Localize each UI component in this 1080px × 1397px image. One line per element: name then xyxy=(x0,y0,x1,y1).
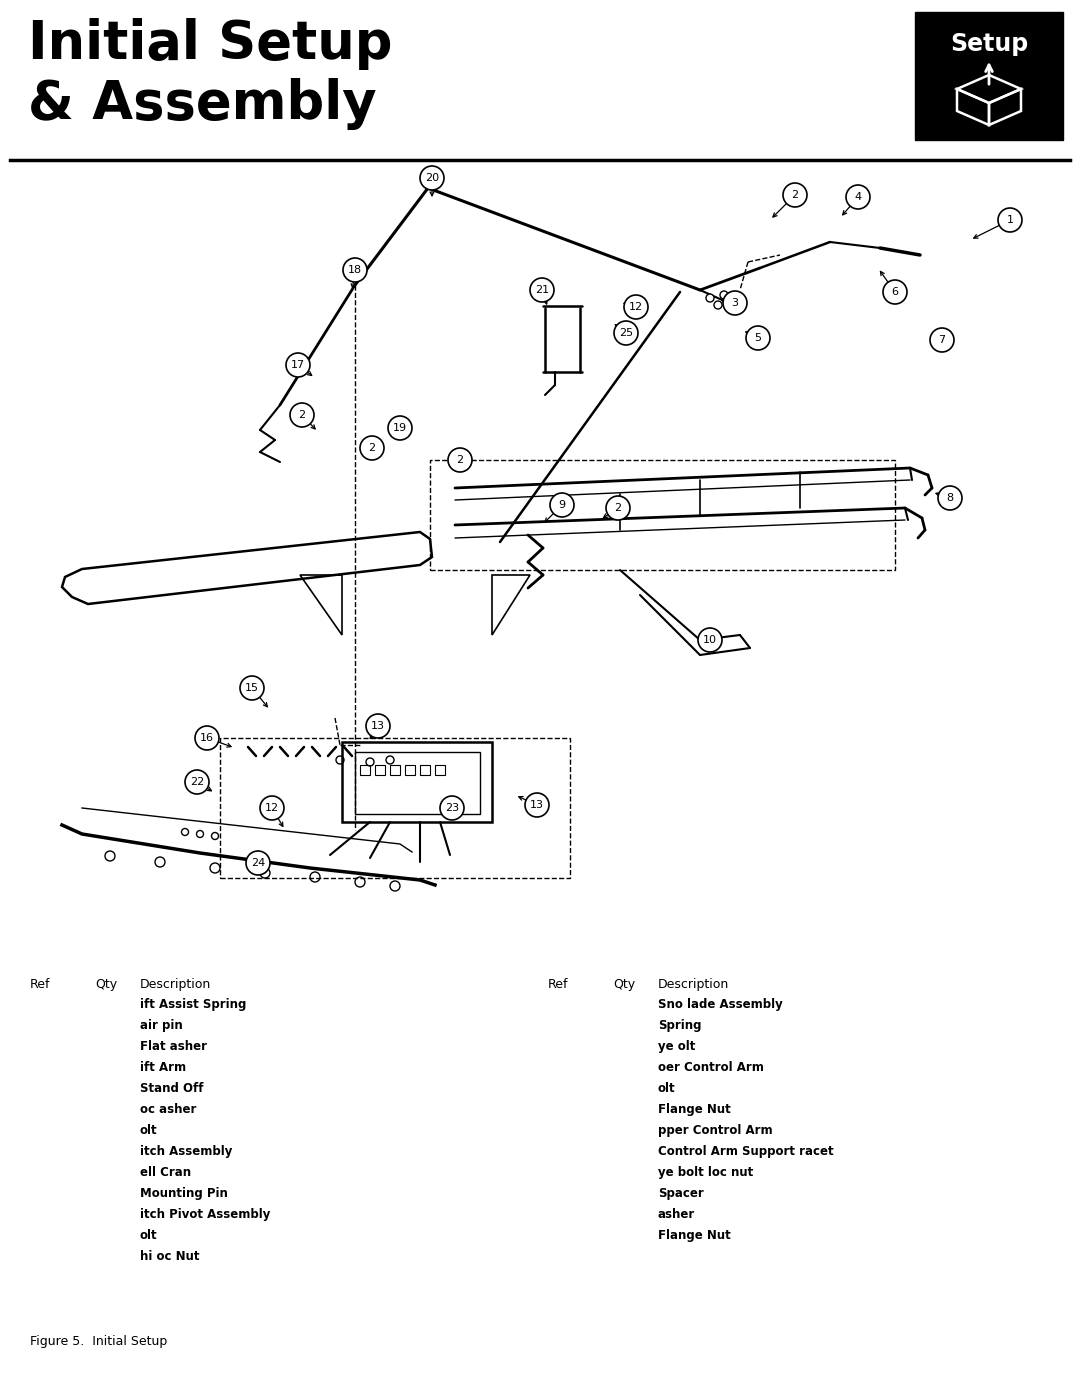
Text: 8: 8 xyxy=(946,493,954,503)
Circle shape xyxy=(624,295,648,319)
Circle shape xyxy=(260,796,284,820)
Circle shape xyxy=(286,353,310,377)
Circle shape xyxy=(706,293,714,302)
Circle shape xyxy=(615,321,638,345)
Text: 13: 13 xyxy=(530,800,544,810)
Text: 13: 13 xyxy=(372,721,384,731)
Text: 10: 10 xyxy=(703,636,717,645)
Circle shape xyxy=(606,496,630,520)
Text: 22: 22 xyxy=(190,777,204,787)
Circle shape xyxy=(388,416,411,440)
Circle shape xyxy=(930,328,954,352)
Text: olt: olt xyxy=(658,1083,676,1095)
Text: Flange Nut: Flange Nut xyxy=(658,1104,731,1116)
Text: 2: 2 xyxy=(298,409,306,420)
Text: Sno lade Assembly: Sno lade Assembly xyxy=(658,997,783,1011)
Text: 25: 25 xyxy=(619,328,633,338)
Circle shape xyxy=(185,770,210,793)
Text: 2: 2 xyxy=(792,190,798,200)
Circle shape xyxy=(746,326,770,351)
Text: Flange Nut: Flange Nut xyxy=(658,1229,731,1242)
Text: 23: 23 xyxy=(445,803,459,813)
Circle shape xyxy=(883,279,907,305)
Text: 15: 15 xyxy=(245,683,259,693)
Text: Qty: Qty xyxy=(95,978,117,990)
Circle shape xyxy=(998,208,1022,232)
Text: olt: olt xyxy=(140,1229,158,1242)
Circle shape xyxy=(550,493,573,517)
Text: & Assembly: & Assembly xyxy=(28,78,377,130)
Text: 16: 16 xyxy=(200,733,214,743)
Text: Initial Setup: Initial Setup xyxy=(28,18,392,70)
Text: 6: 6 xyxy=(891,286,899,298)
Circle shape xyxy=(343,258,367,282)
Circle shape xyxy=(240,676,264,700)
Text: Ref: Ref xyxy=(30,978,51,990)
Circle shape xyxy=(448,448,472,472)
Circle shape xyxy=(420,166,444,190)
Text: itch Pivot Assembly: itch Pivot Assembly xyxy=(140,1208,270,1221)
Circle shape xyxy=(440,796,464,820)
Text: 3: 3 xyxy=(731,298,739,307)
FancyBboxPatch shape xyxy=(915,13,1063,140)
Circle shape xyxy=(714,300,723,309)
Text: Stand Off: Stand Off xyxy=(140,1083,203,1095)
Circle shape xyxy=(360,436,384,460)
Text: olt: olt xyxy=(140,1125,158,1137)
Circle shape xyxy=(195,726,219,750)
Text: Description: Description xyxy=(658,978,729,990)
Text: hi oc Nut: hi oc Nut xyxy=(140,1250,200,1263)
Text: oer Control Arm: oer Control Arm xyxy=(658,1060,764,1074)
Text: air pin: air pin xyxy=(140,1018,183,1032)
Text: 12: 12 xyxy=(629,302,643,312)
Text: Control Arm Support racet: Control Arm Support racet xyxy=(658,1146,834,1158)
Text: 7: 7 xyxy=(939,335,946,345)
Text: 24: 24 xyxy=(251,858,265,868)
Text: Spring: Spring xyxy=(658,1018,702,1032)
Text: ift Assist Spring: ift Assist Spring xyxy=(140,997,246,1011)
Text: 21: 21 xyxy=(535,285,549,295)
Text: 2: 2 xyxy=(457,455,463,465)
Text: 2: 2 xyxy=(615,503,622,513)
Text: oc asher: oc asher xyxy=(140,1104,197,1116)
Text: 17: 17 xyxy=(291,360,305,370)
Text: Qty: Qty xyxy=(613,978,635,990)
Text: 9: 9 xyxy=(558,500,566,510)
Text: 5: 5 xyxy=(755,332,761,344)
Circle shape xyxy=(291,402,314,427)
Text: Ref: Ref xyxy=(548,978,568,990)
Circle shape xyxy=(720,291,728,299)
Circle shape xyxy=(723,291,747,314)
Text: Flat asher: Flat asher xyxy=(140,1039,207,1053)
Circle shape xyxy=(525,793,549,817)
Text: ift Arm: ift Arm xyxy=(140,1060,186,1074)
Text: Figure 5.  Initial Setup: Figure 5. Initial Setup xyxy=(30,1336,167,1348)
Text: 19: 19 xyxy=(393,423,407,433)
Text: asher: asher xyxy=(658,1208,696,1221)
Circle shape xyxy=(783,183,807,207)
Text: Setup: Setup xyxy=(950,32,1028,56)
Text: 18: 18 xyxy=(348,265,362,275)
Circle shape xyxy=(246,851,270,875)
Text: ell Cran: ell Cran xyxy=(140,1166,191,1179)
Circle shape xyxy=(846,184,870,210)
Text: Mounting Pin: Mounting Pin xyxy=(140,1187,228,1200)
Text: ye olt: ye olt xyxy=(658,1039,696,1053)
Text: 4: 4 xyxy=(854,191,862,203)
Text: 1: 1 xyxy=(1007,215,1013,225)
Text: itch Assembly: itch Assembly xyxy=(140,1146,232,1158)
Text: Description: Description xyxy=(140,978,212,990)
Text: Spacer: Spacer xyxy=(658,1187,704,1200)
Text: pper Control Arm: pper Control Arm xyxy=(658,1125,772,1137)
Text: ye bolt loc nut: ye bolt loc nut xyxy=(658,1166,753,1179)
Circle shape xyxy=(366,714,390,738)
Text: 20: 20 xyxy=(424,173,440,183)
Circle shape xyxy=(939,486,962,510)
Circle shape xyxy=(530,278,554,302)
Text: 2: 2 xyxy=(368,443,376,453)
Circle shape xyxy=(698,629,723,652)
Text: 12: 12 xyxy=(265,803,279,813)
